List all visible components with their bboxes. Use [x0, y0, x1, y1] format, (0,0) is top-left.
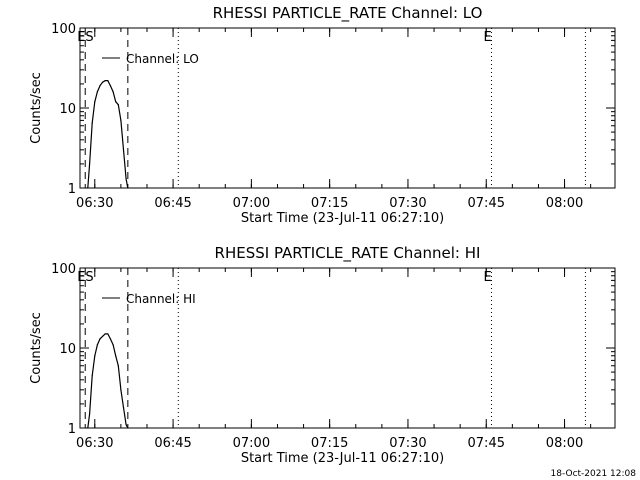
x-tick-label: 08:00: [546, 196, 583, 211]
data-point: [109, 338, 112, 340]
data-point: [115, 355, 117, 357]
x-tick-label: 06:30: [76, 196, 113, 211]
x-tick-label: 07:45: [468, 196, 505, 211]
data-point: [112, 344, 114, 346]
y-tick-label: 1: [68, 182, 76, 197]
data-point: [104, 80, 106, 82]
legend-label: Channel: HI: [126, 292, 196, 306]
chart-panel-2: RHESSI PARTICLE_RATE Channel: HI 1 10 100 06…: [29, 244, 616, 466]
data-point: [88, 413, 91, 415]
x-tick-label: 06:30: [76, 436, 113, 451]
data-point: [117, 104, 119, 106]
data-point: [120, 389, 122, 391]
data-point: [94, 101, 96, 103]
chart-title: RHESSI PARTICLE_RATE Channel: LO: [213, 4, 483, 23]
x-tick-label: 06:45: [154, 436, 191, 451]
data-point: [91, 122, 93, 124]
data-point: [107, 80, 109, 82]
x-tick-label: 07:00: [233, 436, 270, 451]
data-point: [102, 335, 104, 337]
data-point: [99, 338, 101, 340]
data-point: [96, 91, 98, 93]
data-point: [117, 365, 119, 367]
data-point: [122, 406, 125, 409]
data-point: [112, 91, 114, 93]
data-point: [102, 81, 104, 83]
data-point: [109, 85, 112, 87]
data-point: [87, 187, 89, 189]
x-axis-label: Start Time (23-Jul-11 06:27:10): [241, 451, 444, 466]
y-tick-label: 100: [51, 22, 76, 37]
x-tick-label: 07:30: [389, 196, 426, 211]
y-axis-label: Counts/sec: [29, 312, 44, 384]
data-point: [94, 355, 96, 357]
y-tick-label: 10: [59, 102, 76, 117]
x-tick-label: 07:45: [468, 436, 505, 451]
x-axis-label: Start Time (23-Jul-11 06:27:10): [241, 211, 444, 226]
series-line: [87, 79, 129, 189]
legend-label: Channel: LO: [126, 52, 199, 66]
y-tick-label: 100: [51, 262, 76, 277]
event-marker-label: ES: [77, 270, 93, 285]
data-point: [127, 187, 129, 189]
event-marker-label: E: [483, 30, 491, 45]
data-point: [125, 178, 127, 180]
x-tick-label: 07:15: [311, 196, 348, 211]
x-tick-label: 07:30: [389, 436, 426, 451]
y-tick-label: 10: [59, 342, 76, 357]
chart-title: RHESSI PARTICLE_RATE Channel: HI: [215, 244, 481, 263]
y-axis-label: Counts/sec: [29, 72, 44, 144]
y-tick-label: 1: [68, 422, 76, 437]
data-point: [91, 375, 93, 377]
footer-timestamp: 18-Oct-2021 12:08: [551, 469, 637, 479]
data-point: [104, 333, 106, 335]
event-marker-label: ES: [77, 30, 93, 45]
data-point: [99, 85, 101, 87]
data-point: [107, 333, 109, 335]
x-tick-label: 07:00: [233, 196, 270, 211]
x-tick-label: 06:45: [154, 196, 191, 211]
data-point: [96, 344, 98, 346]
data-point: [120, 119, 122, 121]
chart-panel-1: RHESSI PARTICLE_RATE Channel: LO 1 10 100 06…: [29, 4, 616, 226]
data-point: [115, 101, 117, 103]
x-tick-label: 08:00: [546, 436, 583, 451]
series-line: [87, 333, 129, 429]
event-marker-label: E: [483, 270, 491, 285]
data-point: [88, 163, 91, 165]
data-point: [125, 424, 127, 426]
data-point: [122, 149, 125, 151]
data-point: [87, 427, 89, 429]
x-tick-label: 07:15: [311, 436, 348, 451]
data-point: [127, 427, 129, 429]
